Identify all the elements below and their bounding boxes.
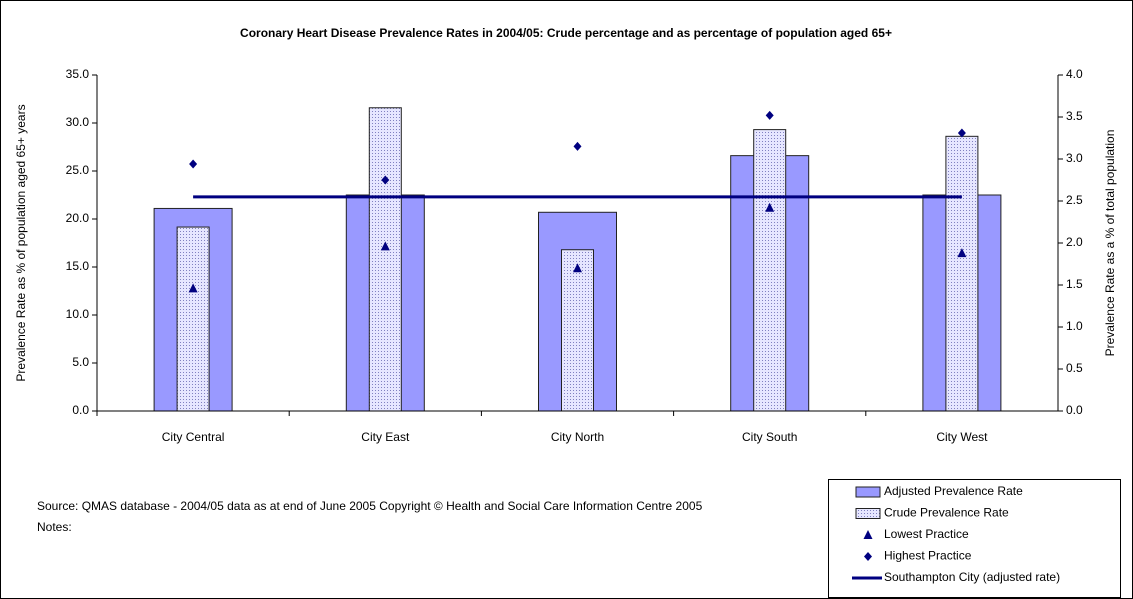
y-tick-label: 20.0	[66, 211, 90, 225]
bar	[368, 107, 402, 412]
y2-tick-label: 2.0	[1066, 235, 1083, 249]
legend-label: Adjusted Prevalence Rate	[884, 484, 1023, 498]
bar	[561, 249, 594, 412]
point	[380, 241, 390, 251]
point	[573, 263, 582, 273]
legend-label: Lowest Practice	[884, 527, 969, 541]
point	[381, 175, 390, 185]
y2-tick-label: 0.0	[1066, 403, 1083, 417]
point	[765, 110, 774, 120]
y-tick-label: 25.0	[66, 163, 90, 177]
y-tick-label: 5.0	[72, 355, 89, 369]
legend-key	[863, 530, 873, 539]
legend-label: Southampton City (adjusted rate)	[884, 570, 1060, 584]
point	[573, 141, 582, 151]
y2-tick-label: 2.5	[1066, 193, 1083, 207]
x-tick-label: City North	[551, 430, 604, 444]
legend-key	[855, 508, 881, 519]
point	[188, 283, 198, 293]
legend-key	[864, 552, 872, 561]
x-tick-label: City South	[742, 430, 797, 444]
notes: Notes:	[37, 520, 72, 534]
y2-tick-label: 3.0	[1066, 151, 1083, 165]
y2-tick-label: 0.5	[1066, 361, 1083, 375]
x-tick-label: City West	[936, 430, 988, 444]
y-tick-label: 15.0	[66, 259, 90, 273]
point	[957, 248, 967, 258]
y-tick-label: 10.0	[66, 307, 90, 321]
y2-tick-label: 1.5	[1066, 277, 1083, 291]
bar	[176, 226, 210, 412]
legend-key	[855, 486, 881, 498]
x-tick-label: City Central	[162, 430, 225, 444]
point	[189, 159, 198, 169]
legend-label: Crude Prevalence Rate	[884, 506, 1009, 520]
y2-tick-label: 4.0	[1066, 67, 1083, 81]
x-tick-label: City East	[361, 430, 410, 444]
y2-tick-label: 3.5	[1066, 109, 1083, 123]
y-tick-label: 30.0	[66, 115, 90, 129]
point	[957, 128, 966, 138]
y2-axis-title: Prevalence Rate as a % of total populati…	[1103, 130, 1117, 357]
bar	[945, 135, 979, 412]
legend-label: Highest Practice	[884, 549, 972, 563]
y-tick-label: 0.0	[72, 403, 89, 417]
chart-title: Coronary Heart Disease Prevalence Rates …	[240, 26, 892, 40]
source-note: Source: QMAS database - 2004/05 data as …	[37, 499, 703, 513]
y-tick-label: 35.0	[66, 67, 90, 81]
y-axis-title: Prevalence Rate as % of population aged …	[14, 104, 28, 381]
y2-tick-label: 1.0	[1066, 319, 1083, 333]
point	[765, 202, 775, 212]
bar	[753, 129, 787, 412]
